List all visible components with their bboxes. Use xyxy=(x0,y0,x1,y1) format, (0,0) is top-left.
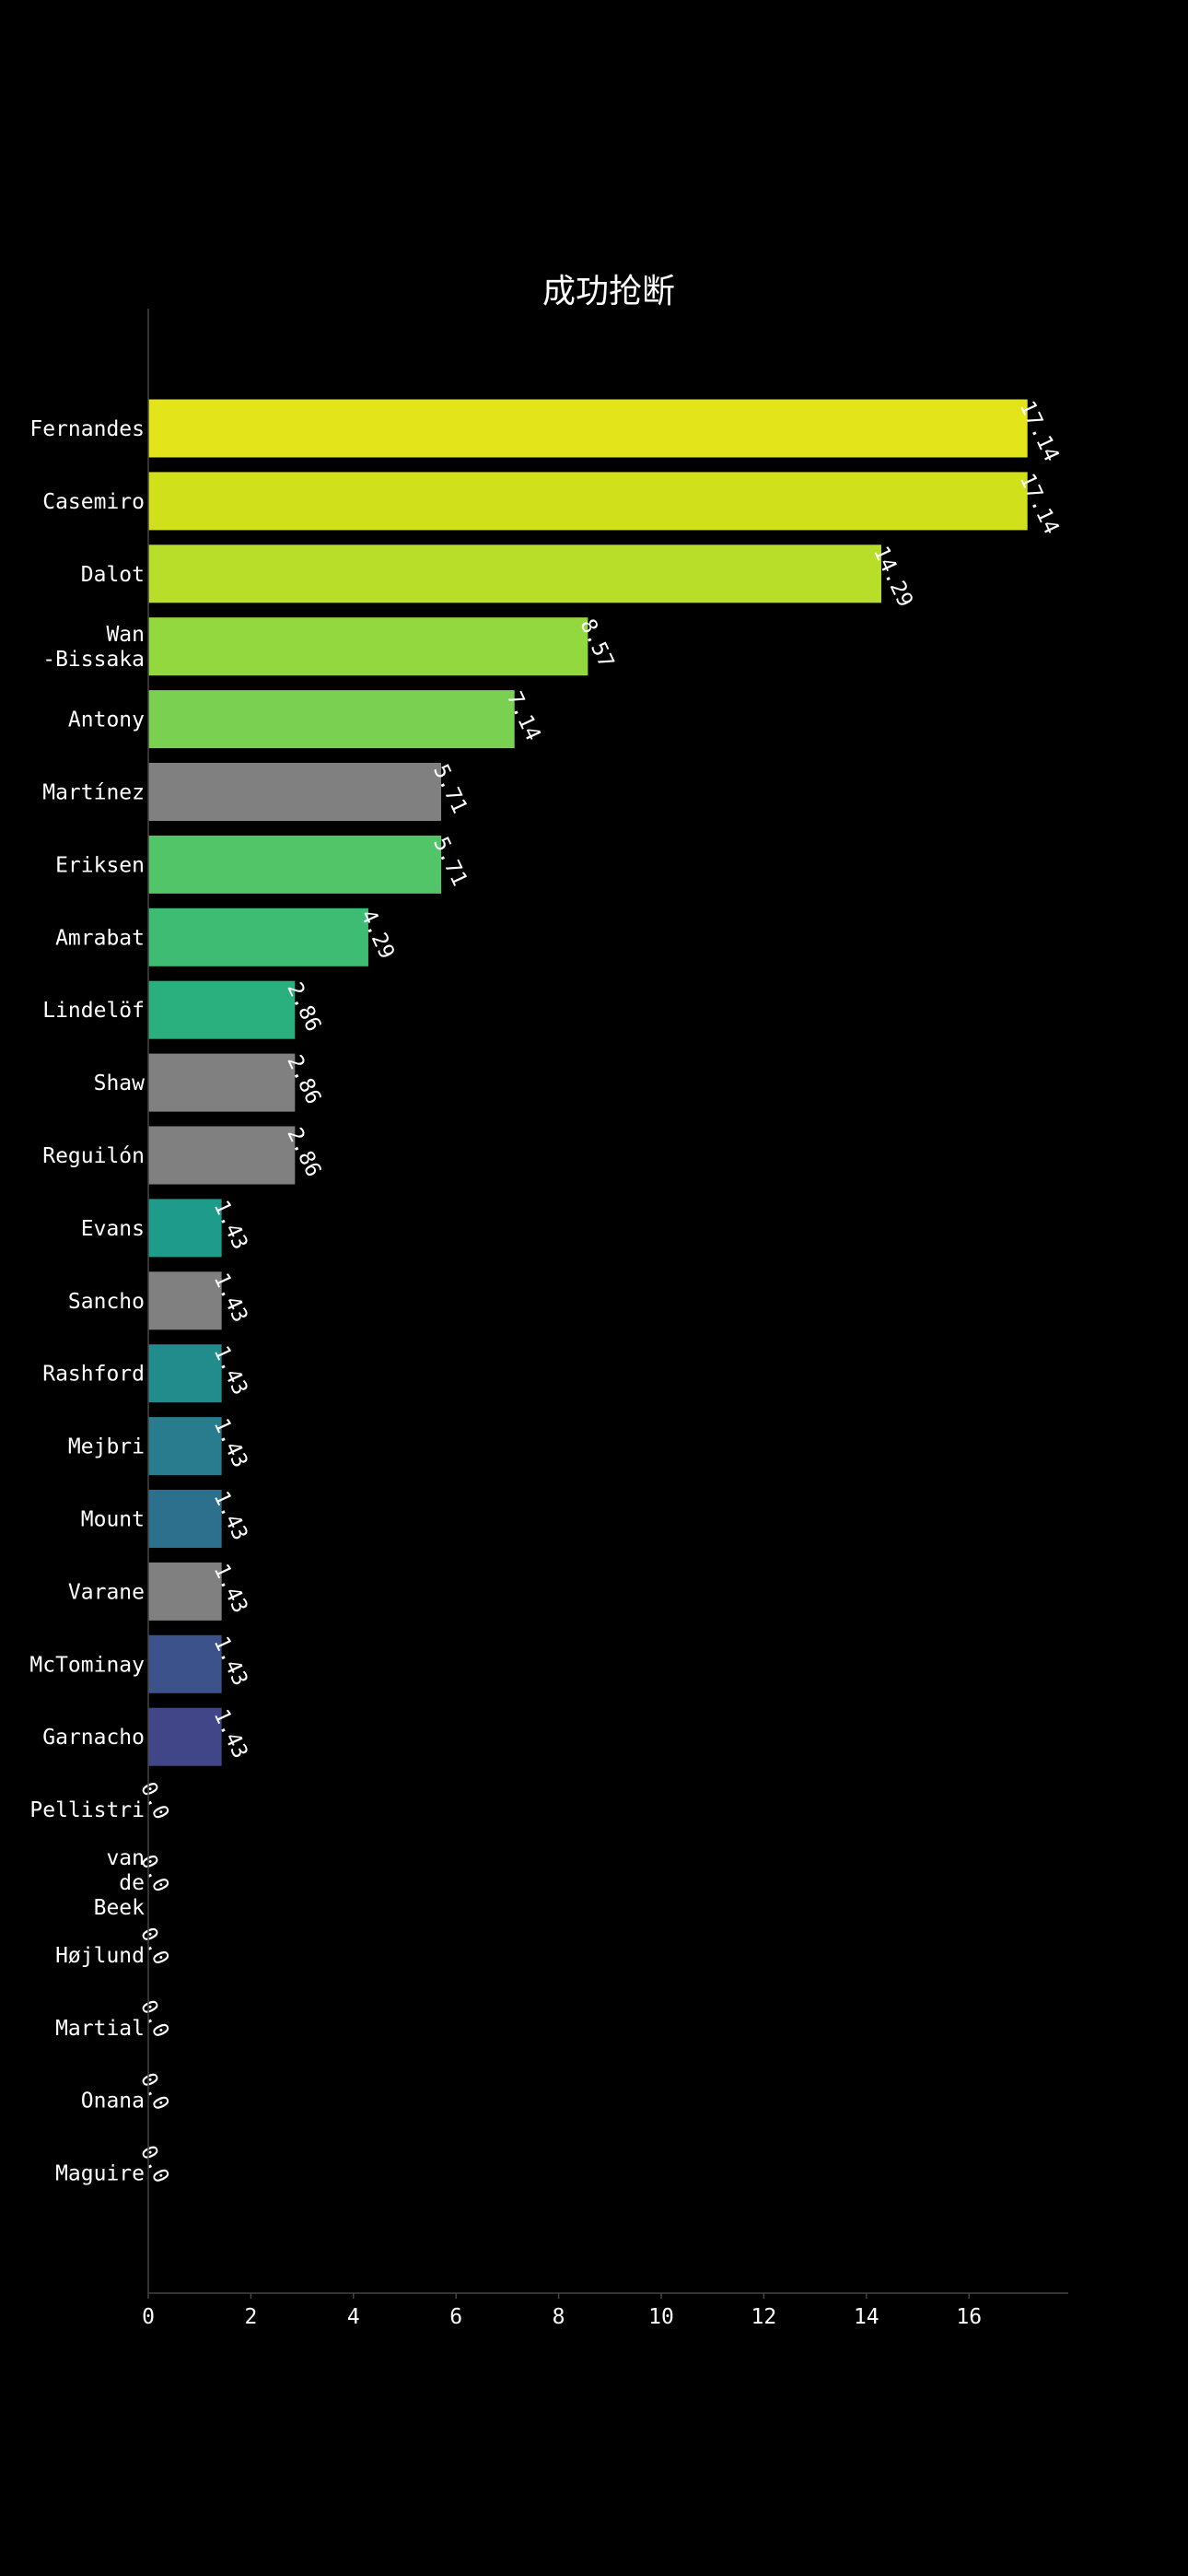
category-label: Garnacho xyxy=(42,1726,145,1750)
bar xyxy=(148,690,515,749)
category-label: Rashford xyxy=(42,1363,145,1387)
bar xyxy=(148,1271,222,1330)
x-tick-label: 10 xyxy=(648,2305,674,2329)
bar xyxy=(148,544,881,603)
category-label: Antony xyxy=(68,708,145,732)
category-label: Casemiro xyxy=(42,490,145,514)
bar xyxy=(148,1707,222,1766)
axes-layer: 0 2 4 6 8 10 12 14 16 xyxy=(142,309,1068,2329)
category-label: van de Beek xyxy=(94,1846,146,1920)
category-label: McTominay xyxy=(29,1653,145,1677)
category-label: Amrabat xyxy=(55,926,145,950)
category-label: Mejbri xyxy=(68,1435,145,1459)
x-tick-label: 2 xyxy=(244,2305,257,2329)
category-label: Shaw xyxy=(94,1071,146,1095)
bar xyxy=(148,835,442,894)
bar xyxy=(148,1126,296,1185)
category-label: Martínez xyxy=(42,781,145,805)
x-tick-label: 14 xyxy=(854,2305,879,2329)
bar xyxy=(148,617,588,676)
bar xyxy=(148,763,442,821)
bar xyxy=(148,907,368,966)
category-label: Lindelöf xyxy=(42,999,145,1023)
category-label: Wan -Bissaka xyxy=(42,623,145,672)
category-label: Onana xyxy=(81,2090,145,2113)
x-tick-label: 16 xyxy=(956,2305,982,2329)
bar xyxy=(148,1634,222,1693)
category-label: Fernandes xyxy=(29,417,145,441)
bar xyxy=(148,399,1028,458)
x-tick-label: 4 xyxy=(347,2305,360,2329)
category-label: Varane xyxy=(68,1580,145,1604)
category-label: Reguilón xyxy=(42,1144,145,1168)
x-tick-label: 12 xyxy=(751,2305,777,2329)
x-tick-label: 6 xyxy=(449,2305,462,2329)
bar xyxy=(148,472,1028,531)
category-label: Martial xyxy=(55,2017,145,2041)
bar xyxy=(148,1053,296,1112)
x-tick-label: 0 xyxy=(142,2305,155,2329)
category-label: Mount xyxy=(81,1508,145,1532)
bar xyxy=(148,980,296,1039)
bar xyxy=(148,1417,222,1476)
bar xyxy=(148,1490,222,1548)
category-label: Højlund xyxy=(55,1944,145,1968)
category-label: Maguire xyxy=(55,2162,145,2186)
category-label: Dalot xyxy=(81,563,145,587)
bar xyxy=(148,1199,222,1258)
chart-title: 成功抢断 xyxy=(542,273,675,310)
category-label: Eriksen xyxy=(55,853,145,877)
category-label: Sancho xyxy=(68,1290,145,1314)
category-label: Evans xyxy=(81,1217,145,1241)
bar xyxy=(148,1344,222,1403)
x-tick-label: 8 xyxy=(553,2305,565,2329)
category-label: Pellistri xyxy=(29,1798,145,1822)
bar xyxy=(148,1562,222,1621)
